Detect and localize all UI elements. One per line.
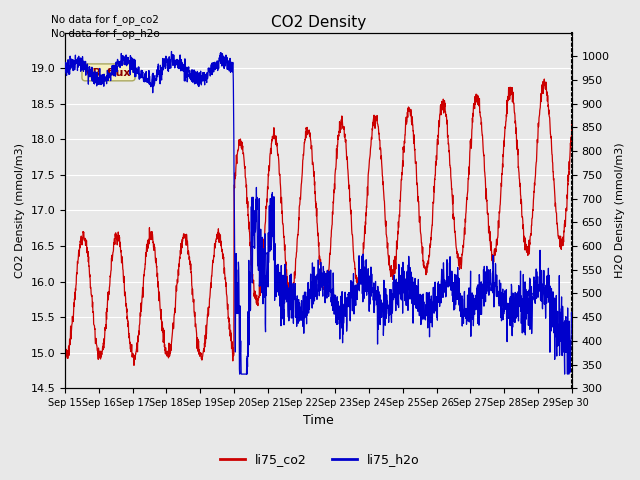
Text: VR_flux: VR_flux <box>85 67 132 77</box>
Legend: li75_co2, li75_h2o: li75_co2, li75_h2o <box>215 448 425 471</box>
Y-axis label: H2O Density (mmol/m3): H2O Density (mmol/m3) <box>615 143 625 278</box>
Y-axis label: CO2 Density (mmol/m3): CO2 Density (mmol/m3) <box>15 143 25 278</box>
Text: No data for f_op_co2
No data for f_op_h2o: No data for f_op_co2 No data for f_op_h2… <box>51 14 160 39</box>
Title: CO2 Density: CO2 Density <box>271 15 366 30</box>
X-axis label: Time: Time <box>303 414 333 427</box>
